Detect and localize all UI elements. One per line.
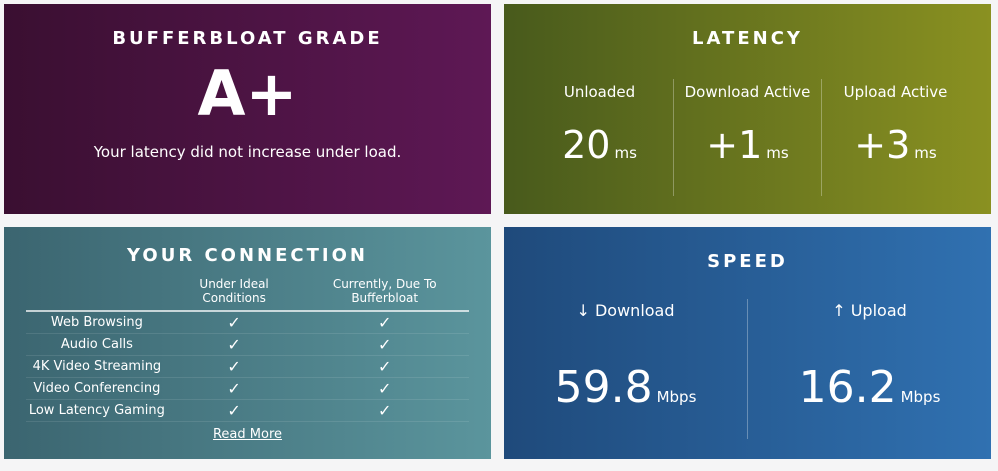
check-icon: ✓ <box>167 399 301 422</box>
connection-table: Under Ideal Conditions Currently, Due To … <box>26 277 469 422</box>
activity-label: Audio Calls <box>26 333 168 356</box>
latency-label: Upload Active <box>843 83 948 101</box>
check-icon: ✓ <box>300 355 469 378</box>
latency-unit: ms <box>766 144 789 162</box>
check-icon: ✓ <box>300 311 469 334</box>
check-icon: ✓ <box>300 377 469 400</box>
speed-unit: Mbps <box>900 388 941 406</box>
speed-value: 59.8 <box>554 362 653 413</box>
speed-upload: ↑ Upload 16.2 Mbps <box>747 299 991 439</box>
speed-label: ↑ Upload <box>832 301 907 320</box>
latency-title: LATENCY <box>692 28 803 49</box>
latency-label: Download Active <box>684 83 811 101</box>
latency-panel: LATENCY Unloaded 20 ms Download Active +1 ms… <box>504 4 991 214</box>
latency-unit: ms <box>914 144 937 162</box>
table-row: Video Conferencing ✓ ✓ <box>26 377 469 400</box>
latency-upload-active: Upload Active +3 ms <box>821 79 969 196</box>
read-more-link[interactable]: Read More <box>212 427 283 442</box>
latency-download-active: Download Active +1 ms <box>673 79 821 196</box>
table-row: 4K Video Streaming ✓ ✓ <box>26 355 469 378</box>
check-icon: ✓ <box>167 311 301 334</box>
check-icon: ✓ <box>167 333 301 356</box>
latency-label: Unloaded <box>563 83 636 101</box>
check-icon: ✓ <box>167 355 301 378</box>
activity-label: Video Conferencing <box>26 377 168 400</box>
speed-unit: Mbps <box>656 388 697 406</box>
column-header: Under Ideal Conditions <box>167 277 301 312</box>
grade-message: Your latency did not increase under load… <box>93 143 402 161</box>
connection-panel: YOUR CONNECTION Under Ideal Conditions Cu… <box>4 227 491 459</box>
latency-unit: ms <box>614 144 637 162</box>
check-icon: ✓ <box>300 333 469 356</box>
speed-panel: SPEED ↓ Download 59.8 Mbps ↑ Upload 16.2 Mbp… <box>504 227 991 459</box>
table-row: Low Latency Gaming ✓ ✓ <box>26 399 469 422</box>
bufferbloat-grade-panel: BUFFERBLOAT GRADE A+ Your latency did no… <box>4 4 491 214</box>
activity-label: Web Browsing <box>26 311 168 334</box>
latency-value: +3 <box>854 123 911 167</box>
activity-label: 4K Video Streaming <box>26 355 168 378</box>
activity-label: Low Latency Gaming <box>26 399 168 422</box>
grade-value: A+ <box>197 57 298 130</box>
table-row: Web Browsing ✓ ✓ <box>26 311 469 334</box>
connection-title: YOUR CONNECTION <box>127 245 368 266</box>
latency-unloaded: Unloaded 20 ms <box>526 79 673 196</box>
latency-value: 20 <box>562 123 611 167</box>
speed-value: 16.2 <box>798 362 897 413</box>
speed-label: ↓ Download <box>576 301 675 320</box>
table-row: Audio Calls ✓ ✓ <box>26 333 469 356</box>
grade-title: BUFFERBLOAT GRADE <box>112 28 383 49</box>
speed-title: SPEED <box>707 251 788 272</box>
latency-value: +1 <box>706 123 763 167</box>
column-header: Currently, Due To Bufferbloat <box>300 277 469 312</box>
check-icon: ✓ <box>300 399 469 422</box>
check-icon: ✓ <box>167 377 301 400</box>
speed-download: ↓ Download 59.8 Mbps <box>504 299 747 439</box>
